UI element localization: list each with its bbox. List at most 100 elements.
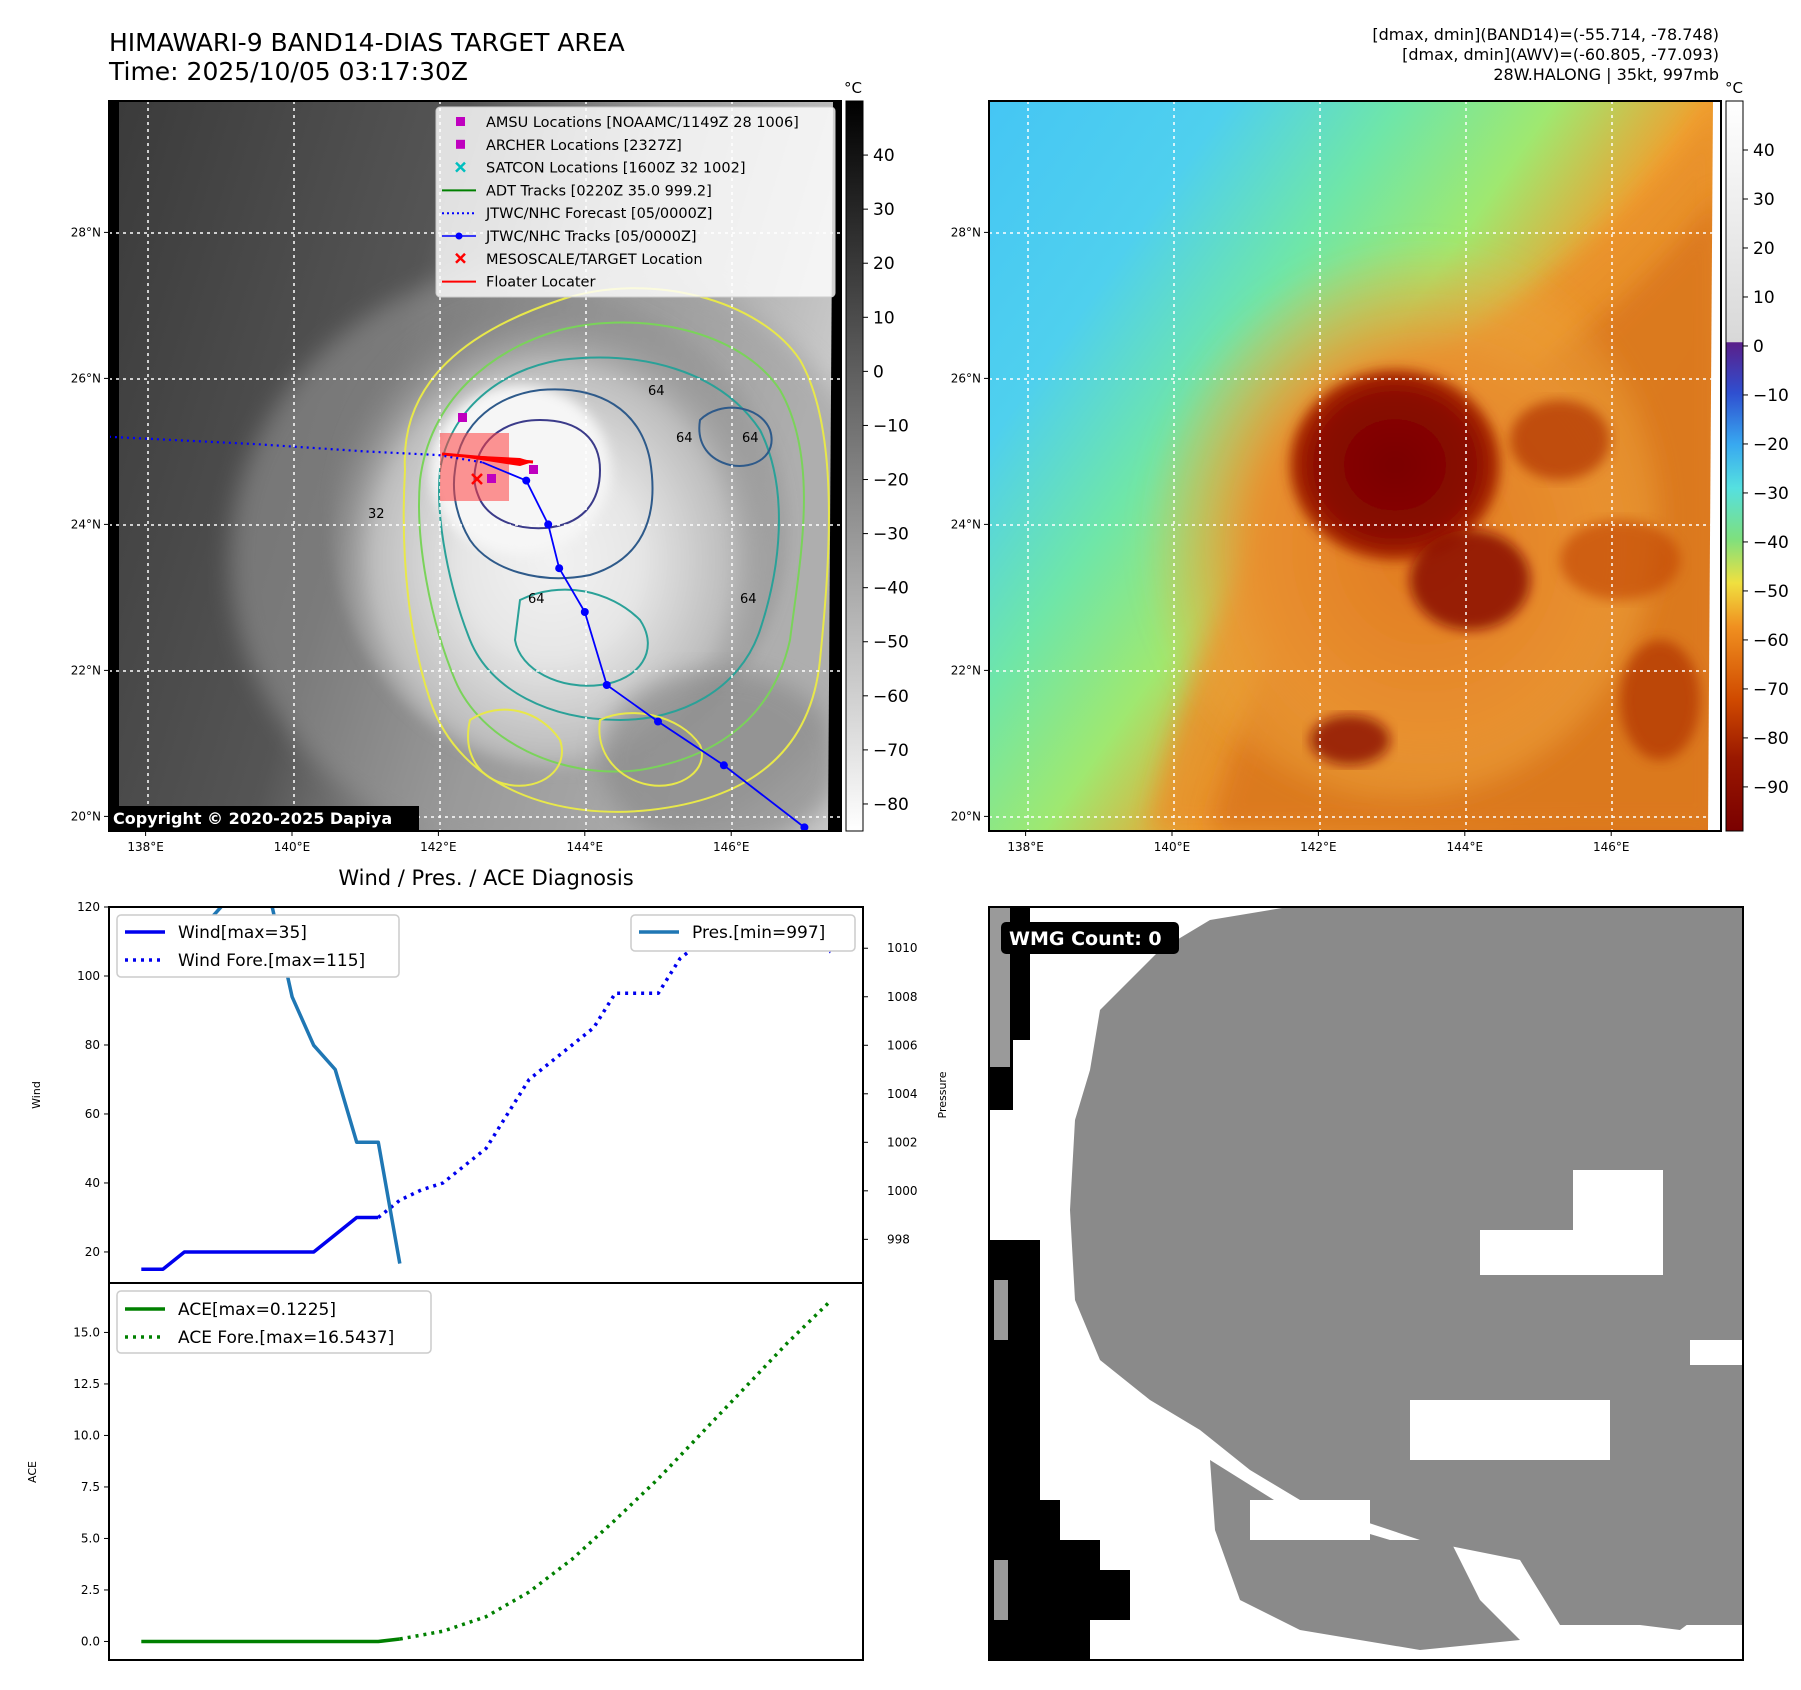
legend-square-icon	[456, 139, 465, 149]
ace-plot-frame	[108, 1282, 864, 1661]
pressure-axis-label: Pressure	[936, 1071, 949, 1118]
legend-label: JTWC/NHC Forecast [05/0000Z]	[485, 206, 712, 222]
awv-map-frame	[988, 100, 1722, 832]
ace-plot: 0.0 2.5 5.0 7.5 10.0 12.5 15.0	[73, 1299, 832, 1648]
lat-tick-label: 24°N	[951, 517, 981, 531]
colorbar-tick-label: −10	[1753, 386, 1789, 406]
awv-colorbar: °C 40 30 20 10 0 −10 −20 −30 −40 −50 −60 −70 −80 −90	[1725, 79, 1789, 832]
legend-x-icon	[455, 252, 466, 264]
colorbar-tick-label: −60	[873, 687, 909, 707]
y-tick-label: 80	[85, 1038, 100, 1052]
track-point	[602, 681, 611, 689]
colorbar-tick-label: −40	[1753, 533, 1789, 553]
colorbar-tick-label: 40	[1753, 141, 1775, 161]
ir-colorbar: °C 40 30 20 10 0 −10 −20 −30 −40 −50 −60 −70 −80	[844, 79, 909, 832]
lon-tick-label: 142°E	[420, 840, 457, 854]
wmg-count-box	[1001, 922, 1179, 954]
colorbar-tick-label: −50	[1753, 582, 1789, 602]
colorbar-tick-label: 10	[1753, 288, 1775, 308]
lon-tick-label: 138°E	[127, 840, 164, 854]
ir-colorbar-unit: °C	[844, 79, 862, 97]
map-title: HIMAWARI-9 BAND14-DIAS TARGET AREA	[109, 28, 625, 57]
plot-area	[141, 1299, 832, 1644]
colorbar-tick-label: 30	[873, 200, 895, 220]
ir-map-frame	[108, 100, 842, 832]
y-tick-label: 15.0	[73, 1325, 100, 1339]
y-tick-label: 20	[85, 1245, 100, 1259]
colorbar-tick-label: 20	[873, 254, 895, 274]
awv-gridlines	[989, 101, 1721, 831]
y-tick-label: 0.0	[81, 1634, 100, 1648]
series-line-1	[377, 939, 832, 1219]
track-point	[580, 608, 589, 616]
lon-tick-label: 146°E	[713, 840, 750, 854]
lon-tick-label: 146°E	[1593, 840, 1630, 854]
lat-tick-label: 22°N	[71, 663, 101, 677]
lon-tick-label: 140°E	[1154, 840, 1191, 854]
lat-tick-label: 26°N	[71, 371, 101, 385]
lat-tick-label: 28°N	[71, 225, 101, 239]
lat-tick-label: 26°N	[951, 371, 981, 385]
ir-map-panel: 64 64 64 64 64 32	[71, 79, 909, 854]
contour-label-group: 64 64 64 64 64 32	[368, 384, 759, 607]
wind-axis-label: Wind	[30, 1081, 43, 1109]
colorbar-tick-label: 20	[1753, 239, 1775, 259]
lon-tick-label: 138°E	[1007, 840, 1044, 854]
colorbar-tick-label: 30	[1753, 190, 1775, 210]
y-right-tick-label: 1008	[887, 990, 918, 1004]
awv-map-panel: 138°E 140°E 142°E 144°E 146°E 20°N 22°N 24°N 26°…	[951, 79, 1789, 854]
wmg-count-label: WMG Count: 0	[1009, 928, 1162, 950]
contour-label: 64	[528, 592, 545, 607]
y-tick-label: 7.5	[81, 1480, 100, 1494]
lon-tick-label: 144°E	[567, 840, 604, 854]
copyright-text: Copyright © 2020-2025 Dapiya	[113, 809, 392, 828]
track-point	[522, 476, 531, 485]
diagnosis-chart: Wind / Pres. / ACE Diagnosis 20 40 60 80 100…	[26, 866, 949, 1661]
colorbar-tick-label: −90	[1753, 778, 1789, 798]
legend-x-icon	[455, 161, 466, 173]
wind-legend: Wind[max=35] Wind Fore.[max=115]	[116, 914, 400, 978]
colorbar-tick-label: −50	[873, 633, 909, 653]
y-tick-label: 40	[85, 1176, 100, 1190]
diagnosis-title: Wind / Pres. / ACE Diagnosis	[338, 866, 633, 890]
y-right-tick-label: 1002	[887, 1135, 918, 1149]
y-tick-label: 2.5	[81, 1583, 100, 1597]
awv-imagery	[989, 101, 1721, 831]
floater-group	[440, 433, 534, 501]
lon-tick-label: 142°E	[1300, 840, 1337, 854]
forecast-track-line	[109, 435, 483, 464]
wmg-mask	[989, 907, 1743, 1660]
track-point	[719, 761, 728, 770]
legend-square-icon	[456, 117, 465, 126]
legend-label: SATCON Locations [1600Z 32 1002]	[486, 161, 745, 177]
y-right-tick-label: 998	[887, 1232, 910, 1246]
ace-legend-label: ACE[max=0.1225]	[178, 1300, 336, 1320]
lat-tick-label: 20°N	[951, 809, 981, 823]
awv-range-text: [dmax, dmin](AWV)=(-60.805, -77.093)	[1402, 45, 1719, 64]
ace-legend: ACE[max=0.1225] ACE Fore.[max=16.5437]	[116, 1290, 432, 1354]
colorbar-tick-label: −70	[1753, 680, 1789, 700]
contour-label: 64	[740, 592, 757, 607]
contour-label: 64	[648, 384, 665, 399]
legend-label: Floater Locater	[486, 275, 595, 291]
series-line-0	[141, 1215, 379, 1271]
colorbar-tick-label: −20	[1753, 435, 1789, 455]
storm-info-text: 28W.HALONG | 35kt, 997mb	[1493, 65, 1719, 84]
mesoscale-target-marker	[471, 473, 483, 485]
lat-tick-label: 24°N	[71, 517, 101, 531]
colorbar-tick-label: 40	[873, 146, 895, 166]
colorbar-tick-label: −80	[873, 795, 909, 815]
floater-box	[440, 433, 509, 501]
y-tick-label: 10.0	[73, 1428, 100, 1442]
contour-label: 64	[742, 431, 759, 446]
colorbar-tick-label: −80	[1753, 729, 1789, 749]
archer-marker	[458, 413, 467, 422]
y-tick-label: 100	[77, 969, 100, 983]
track-layer	[109, 435, 809, 831]
track-point	[555, 564, 564, 573]
series-line-1	[399, 1299, 832, 1641]
y-tick-label: 12.5	[73, 1377, 100, 1391]
lon-tick-label: 144°E	[1447, 840, 1484, 854]
wmg-frame	[988, 906, 1744, 1661]
wind-fore-legend-label: Wind Fore.[max=115]	[178, 951, 365, 971]
